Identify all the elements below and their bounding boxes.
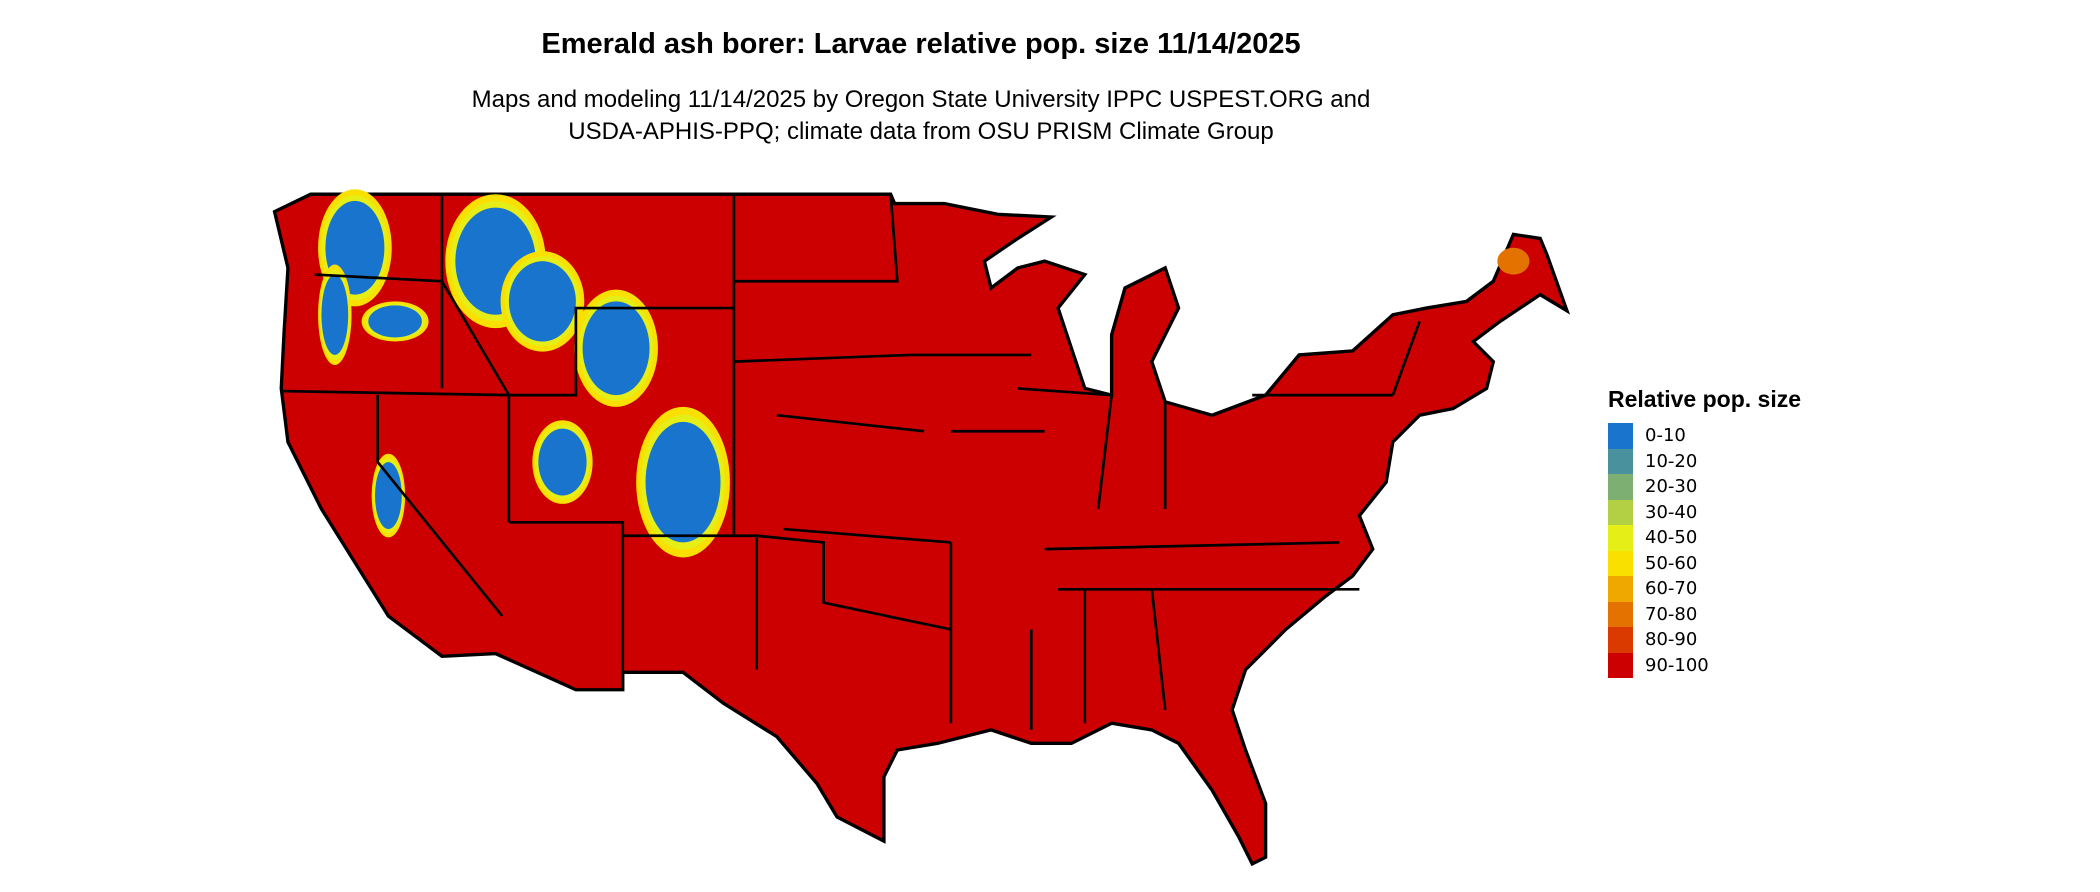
legend-item: 30-40: [1608, 499, 1801, 525]
state-border: [783, 527, 951, 544]
legend-item: 40-50: [1608, 525, 1801, 551]
state-border: [508, 520, 625, 673]
legend-label: 20-30: [1645, 476, 1698, 498]
legend: Relative pop. size 0-10 10-20 20-30 30-40 40…: [1608, 386, 1801, 678]
state-border: [733, 194, 899, 283]
state-border: [622, 534, 759, 670]
state-border: [776, 413, 925, 433]
legend-swatch: [1608, 652, 1633, 678]
state-border: [1150, 589, 1167, 710]
legend-label: 30-40: [1645, 501, 1698, 523]
state-border: [376, 395, 504, 617]
legend-swatch: [1608, 499, 1633, 525]
legend-label: 90-100: [1645, 654, 1709, 676]
legend-swatch: [1608, 576, 1633, 602]
legend-item: 80-90: [1608, 627, 1801, 653]
legend-swatch: [1608, 550, 1633, 576]
state-border: [1017, 387, 1114, 510]
state-border: [508, 306, 734, 397]
legend-item: 0-10: [1608, 423, 1801, 449]
low-population-patch: [508, 261, 576, 342]
legend-label: 10-20: [1645, 450, 1698, 472]
low-population-patch: [375, 462, 402, 530]
map-title: Emerald ash borer: Larvae relative pop. …: [541, 28, 1301, 60]
low-population-patch: [368, 305, 422, 338]
legend-swatch: [1608, 474, 1633, 500]
legend-title: Relative pop. size: [1608, 386, 1802, 412]
legend-item: 10-20: [1608, 448, 1801, 474]
legend-label: 50-60: [1645, 552, 1698, 574]
low-population-patch: [582, 301, 650, 396]
legend-swatch: [1608, 627, 1633, 653]
state-border: [1044, 541, 1340, 551]
low-population-patch: [538, 428, 587, 496]
low-population-patch: [645, 421, 721, 543]
legend-item: 60-70: [1608, 576, 1801, 602]
legend-item: 20-30: [1608, 474, 1801, 500]
subtitle-line-1: Maps and modeling 11/14/2025 by Oregon S…: [471, 86, 1371, 113]
state-border: [440, 194, 511, 523]
legend-label: 40-50: [1645, 527, 1698, 549]
legend-item: 90-100: [1608, 652, 1801, 678]
legend-swatch: [1608, 423, 1633, 449]
state-border: [756, 534, 952, 631]
state-border: [733, 353, 911, 363]
maine-patch: [1497, 247, 1530, 275]
legend-label: 60-70: [1645, 578, 1698, 600]
state-border: [281, 389, 509, 397]
map-subtitle: Maps and modeling 11/14/2025 by Oregon S…: [0, 84, 1842, 148]
legend-label: 70-80: [1645, 603, 1698, 625]
legend-swatch: [1608, 448, 1633, 474]
legend-label: 0-10: [1645, 425, 1686, 447]
legend-item: 70-80: [1608, 601, 1801, 627]
low-population-patch: [321, 274, 349, 355]
legend-label: 80-90: [1645, 629, 1698, 651]
legend-swatch: [1608, 525, 1633, 551]
subtitle-line-2: USDA-APHIS-PPQ; climate data from OSU PR…: [568, 118, 1274, 145]
legend-swatch: [1608, 601, 1633, 627]
legend-item: 50-60: [1608, 550, 1801, 576]
state-border: [1391, 320, 1421, 396]
